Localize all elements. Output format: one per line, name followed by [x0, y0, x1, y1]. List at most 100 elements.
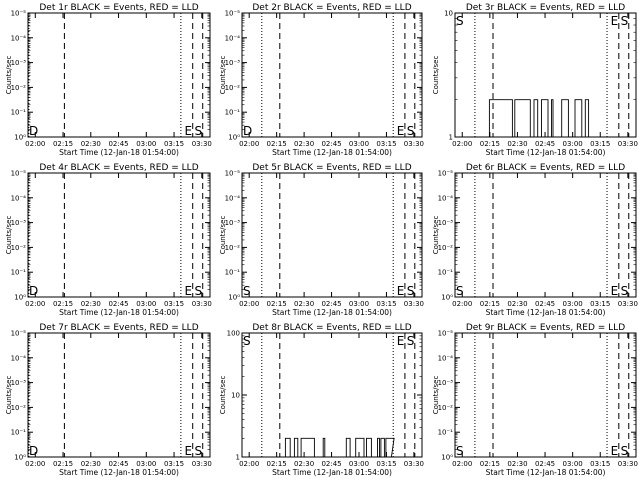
x-tick-label: 03:15 [590, 300, 610, 308]
panel-det-5: Det 5r BLACK = Events, RED = LLD 10⁰ 10⁻¹ 1… [219, 163, 424, 317]
x-axis-label: Start Time (12-Jan-18 01:54:00) [486, 468, 606, 477]
x-tick-label: 03:15 [376, 300, 396, 308]
y-axis-label: Counts/sec [432, 56, 440, 95]
flag-letter: S [243, 284, 251, 298]
x-tick-label: 02:30 [294, 300, 314, 308]
x-axis-label: Start Time (12-Jan-18 01:54:00) [486, 148, 606, 157]
panel-title: Det 3r BLACK = Events, RED = LLD [466, 3, 625, 13]
x-axis-label: Start Time (12-Jan-18 01:54:00) [486, 308, 606, 317]
x-tick-label: 03:15 [376, 460, 396, 468]
x-tick-label: 03:30 [192, 460, 212, 468]
y-tick-label: 10⁻⁵ [11, 10, 27, 18]
x-tick-label: 02:00 [239, 460, 259, 468]
y-tick-label: 10⁻¹ [225, 109, 241, 117]
x-tick-label: 02:15 [267, 300, 287, 308]
flag-letter: S [621, 444, 629, 458]
y-tick-label: 10⁰ [14, 294, 26, 302]
plot-frame [454, 12, 637, 138]
panel-det-6: Det 6r BLACK = Events, RED = LLD 10⁰ 10⁻¹ 1… [432, 163, 638, 317]
x-tick-label: 02:30 [81, 300, 101, 308]
flag-letter: E [397, 334, 405, 348]
plot-frame [241, 172, 423, 298]
x-tick-label: 02:15 [267, 140, 287, 148]
y-tick-label: 10⁰ [441, 454, 453, 462]
x-tick-label: 02:30 [507, 140, 527, 148]
y-tick-label: 10⁻⁴ [438, 354, 454, 362]
flag-letter: E [185, 284, 193, 298]
y-tick-label: 1 [449, 134, 453, 142]
plot-frame [241, 12, 423, 138]
x-tick-label: 03:30 [192, 300, 212, 308]
flag-letter: S [456, 14, 464, 28]
plot-frame [454, 172, 637, 298]
y-tick-label: 10⁻⁵ [225, 170, 241, 178]
flag-letter: D [29, 444, 38, 458]
plot-frame [27, 12, 211, 138]
panel-title: Det 8r BLACK = Events, RED = LLD [252, 323, 411, 333]
y-tick-label: 10⁻³ [225, 219, 241, 227]
x-tick-label: 03:30 [618, 460, 638, 468]
y-tick-label: 10⁻¹ [225, 269, 241, 277]
x-tick-label: 02:00 [239, 140, 259, 148]
y-tick-label: 10⁻³ [438, 379, 454, 387]
flag-letter: D [243, 124, 252, 138]
y-tick-label: 10 [444, 10, 453, 18]
y-tick-label: 10⁻¹ [438, 269, 454, 277]
x-tick-label: 03:00 [136, 460, 156, 468]
flag-letter: E [611, 14, 619, 28]
flag-letter: E [185, 444, 193, 458]
panel-title: Det 5r BLACK = Events, RED = LLD [252, 163, 411, 173]
y-tick-label: 10⁻⁴ [225, 34, 241, 42]
y-tick-label: 10⁻² [225, 84, 241, 92]
plot-frame [27, 332, 211, 458]
x-tick-label: 03:15 [376, 140, 396, 148]
y-axis-label: Counts/sec [432, 376, 440, 415]
y-tick-label: 10⁻⁴ [438, 194, 454, 202]
x-tick-label: 03:15 [590, 460, 610, 468]
flag-letter: E [397, 284, 405, 298]
y-tick-label: 10⁻⁵ [225, 10, 241, 18]
y-tick-label: 10⁰ [14, 134, 26, 142]
x-tick-label: 02:30 [507, 460, 527, 468]
y-tick-label: 10⁻⁵ [11, 330, 27, 338]
x-tick-label: 02:30 [81, 460, 101, 468]
panel-det-4: Det 4r BLACK = Events, RED = LLD 10⁰ 10⁻¹ 1… [5, 163, 212, 317]
flag-letter: D [29, 284, 38, 298]
y-tick-label: 10⁻⁵ [11, 170, 27, 178]
flag-letter: S [621, 14, 629, 28]
x-tick-label: 03:15 [590, 140, 610, 148]
panel-det-8: Det 8r BLACK = Events, RED = LLD 1 10 100 Co… [219, 323, 424, 477]
x-tick-label: 03:00 [136, 300, 156, 308]
flag-letter: S [456, 444, 464, 458]
y-tick-label: 10⁻³ [11, 59, 27, 67]
x-tick-label: 02:15 [267, 460, 287, 468]
x-axis-label: Start Time (12-Jan-18 01:54:00) [272, 148, 392, 157]
x-tick-label: 02:30 [81, 140, 101, 148]
x-tick-label: 02:45 [108, 140, 128, 148]
y-tick-label: 100 [227, 330, 240, 338]
panel-det-1: Det 1r BLACK = Events, RED = LLD 10⁰ 10⁻¹ 1… [5, 3, 212, 157]
x-tick-label: 02:00 [452, 300, 472, 308]
y-tick-label: 10⁻⁴ [11, 34, 27, 42]
x-axis-label: Start Time (12-Jan-18 01:54:00) [59, 148, 179, 157]
y-tick-label: 10⁰ [228, 294, 240, 302]
flag-letter: E [611, 444, 619, 458]
y-axis-label: Counts/sec [219, 216, 227, 255]
x-tick-label: 03:30 [404, 300, 424, 308]
panel-title: Det 4r BLACK = Events, RED = LLD [39, 163, 198, 173]
y-tick-label: 10⁻⁵ [438, 170, 454, 178]
x-tick-label: 02:45 [321, 300, 341, 308]
x-tick-label: 02:45 [108, 300, 128, 308]
y-tick-label: 10⁻³ [11, 379, 27, 387]
flag-letter: S [621, 284, 629, 298]
flag-letter: E [611, 284, 619, 298]
x-axis-label: Start Time (12-Jan-18 01:54:00) [59, 468, 179, 477]
y-tick-label: 10⁻² [11, 84, 27, 92]
y-tick-label: 1 [236, 454, 240, 462]
flag-letter: S [456, 284, 464, 298]
panel-title: Det 7r BLACK = Events, RED = LLD [39, 323, 198, 333]
y-tick-label: 10⁻² [438, 244, 454, 252]
x-tick-label: 03:15 [164, 140, 184, 148]
panel-det-7: Det 7r BLACK = Events, RED = LLD 10⁰ 10⁻¹ 1… [5, 323, 212, 477]
